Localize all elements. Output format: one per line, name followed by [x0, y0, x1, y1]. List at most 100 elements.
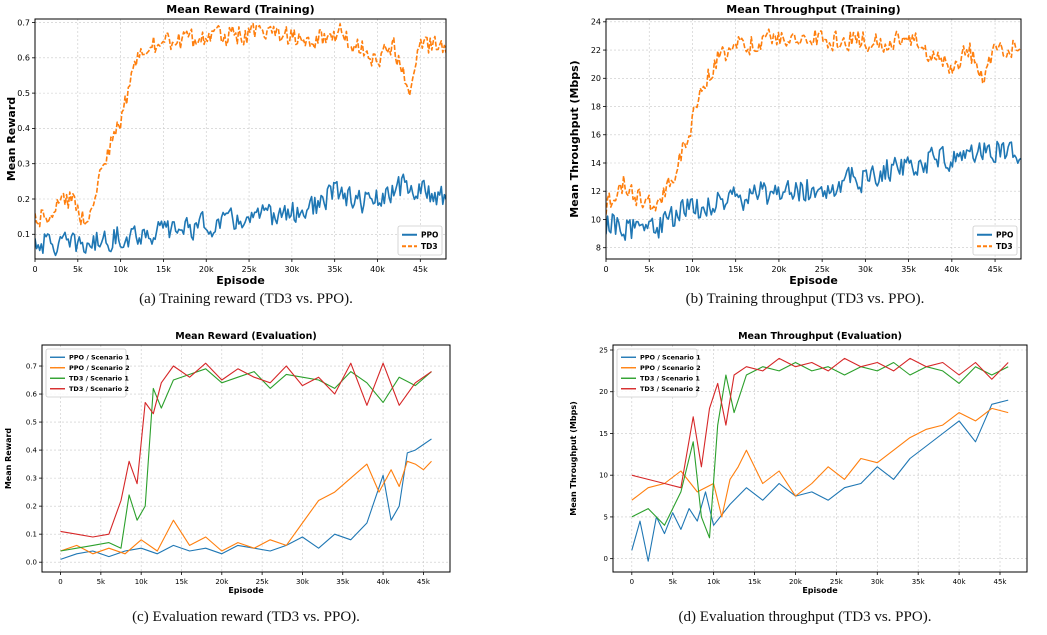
legend-label: PPO / Scenario 1	[640, 354, 701, 362]
y-tick-label: 0.7	[17, 18, 30, 27]
y-tick-label: 0.3	[26, 475, 37, 483]
x-tick-label: 0	[58, 578, 62, 586]
legend-label: TD3 / Scenario 2	[640, 385, 700, 393]
y-axis-label: Mean Throughput (Mbps)	[568, 60, 581, 217]
legend-label: TD3 / Scenario 1	[640, 375, 700, 383]
y-tick-label: 12	[591, 187, 601, 196]
y-tick-label: 0.7	[26, 362, 37, 370]
y-tick-label: 0.1	[26, 531, 37, 539]
x-axis-label: Episode	[216, 274, 265, 287]
legend: PPO TD3	[397, 225, 443, 256]
series-line-2	[35, 22, 446, 228]
y-tick-label: 0.5	[17, 89, 30, 98]
legend-label: TD3 / Scenario 2	[69, 385, 129, 393]
series-group	[606, 28, 1021, 241]
x-tick-label: 10k	[135, 578, 149, 586]
y-tick-label: 0.2	[17, 195, 30, 204]
chart-evaluation-reward: Mean Reward (Evaluation) 0 5k 10k 15k 20k 25k 3…	[0, 325, 523, 597]
series-line-2	[631, 407, 1009, 518]
y-tick-label: 10	[591, 215, 601, 224]
y-tick-label: 0.4	[17, 124, 30, 133]
series-group	[35, 22, 446, 257]
caption-d: (d) Evaluation throughput (TD3 vs. PPO).	[678, 609, 932, 625]
y-tick-label: 25	[599, 346, 608, 354]
series-line-4	[631, 357, 1009, 489]
x-tick-label: 35k	[912, 578, 926, 586]
series-line-1	[606, 140, 1021, 241]
x-tick-label: 15k	[728, 265, 743, 274]
series-line-2	[606, 28, 1021, 215]
series-line-3	[631, 361, 1009, 539]
legend-label: PPO / Scenario 1	[69, 354, 130, 362]
y-tick-label: 0.6	[26, 390, 38, 398]
y-tick-label: 24	[591, 18, 601, 27]
chart-title: Mean Throughput (Training)	[726, 3, 900, 16]
axes-frame	[34, 18, 447, 260]
y-tick-label: 20	[591, 74, 601, 83]
chart-training-throughput: Mean Throughput (Training) 0 5k 10k 15k 20k 25…	[565, 0, 1047, 287]
series-line-1	[60, 438, 432, 560]
x-tick-label: 5k	[97, 578, 106, 586]
x-tick-label: 5k	[644, 265, 654, 274]
y-tick-label: 0.0	[26, 559, 37, 567]
x-tick-label: 0	[603, 265, 608, 274]
x-tick-label: 5k	[73, 265, 83, 274]
y-tick-label: 18	[591, 102, 601, 111]
x-tick-label: 35k	[901, 265, 916, 274]
series-line-3	[60, 368, 432, 552]
x-tick-label: 10k	[113, 265, 128, 274]
x-tick-label: 15k	[156, 265, 171, 274]
caption-a: (a) Training reward (TD3 vs. PPO).	[139, 291, 353, 307]
chart-training-reward-svg: Mean Reward (Training) 0 5k 10k 15k 20k 25k 30k…	[5, 3, 447, 287]
axes-frame	[605, 18, 1022, 260]
axes-frame	[612, 344, 1028, 573]
legend-label: PPO / Scenario 2	[640, 364, 701, 372]
y-axis-label: Mean Reward	[5, 97, 18, 181]
legend: PPO TD3	[972, 225, 1018, 256]
legend-box	[45, 348, 127, 398]
y-tick-label: 14	[591, 159, 601, 168]
x-tick-label: 20k	[789, 578, 803, 586]
x-tick-label: 5k	[668, 578, 677, 586]
x-tick-label: 35k	[336, 578, 350, 586]
legend-box	[972, 225, 1018, 256]
y-tick-label: 0.3	[17, 160, 30, 169]
x-tick-label: 40k	[953, 578, 967, 586]
y-axis-label: Mean Throughput (Mbps)	[569, 401, 578, 516]
x-axis-label: Episode	[802, 586, 838, 595]
y-tick-label: 0.4	[26, 447, 38, 455]
caption-c: (c) Evaluation reward (TD3 vs. PPO).	[132, 609, 360, 625]
legend: PPO / Scenario 1 PPO / Scenario 2 TD3 / Sc…	[616, 348, 701, 398]
y-tick-label: 20	[599, 388, 608, 396]
x-tick-label: 25k	[256, 578, 270, 586]
series-group	[631, 357, 1009, 562]
legend-label: TD3	[421, 242, 438, 251]
x-tick-label: 45k	[994, 578, 1008, 586]
y-tick-label: 0.1	[17, 230, 30, 239]
x-axis-label: Episode	[228, 586, 264, 595]
x-tick-label: 45k	[988, 265, 1003, 274]
y-tick-label: 0.2	[26, 503, 37, 511]
x-tick-label: 35k	[327, 265, 342, 274]
y-tick-label: 22	[591, 46, 601, 55]
chart-title: Mean Reward (Training)	[166, 3, 314, 16]
chart-evaluation-throughput: Mean Throughput (Evaluation) 0 5k 10k 15k 20k…	[565, 325, 1047, 597]
series-line-4	[60, 362, 432, 538]
x-tick-label: 15k	[175, 578, 189, 586]
chart-evaluation-throughput-svg: Mean Throughput (Evaluation) 0 5k 10k 15k 20k…	[569, 331, 1028, 595]
chart-training-throughput-svg: Mean Throughput (Training) 0 5k 10k 15k 20k 25…	[568, 3, 1022, 287]
x-tick-label: 30k	[296, 578, 310, 586]
chart-title: Mean Throughput (Evaluation)	[738, 331, 902, 342]
y-tick-label: 5	[604, 513, 608, 521]
x-axis-label: Episode	[789, 274, 838, 287]
y-tick-label: 8	[596, 244, 601, 253]
x-tick-label: 40k	[944, 265, 959, 274]
x-tick-label: 45k	[417, 578, 431, 586]
legend-box	[616, 348, 698, 398]
y-tick-label: 0.5	[26, 419, 37, 427]
x-tick-label: 45k	[413, 265, 428, 274]
chart-evaluation-reward-svg: Mean Reward (Evaluation) 0 5k 10k 15k 20k 25k 3…	[4, 331, 451, 595]
legend-label: PPO	[996, 230, 1013, 239]
legend-label: TD3	[996, 242, 1013, 251]
x-tick-label: 10k	[685, 265, 700, 274]
